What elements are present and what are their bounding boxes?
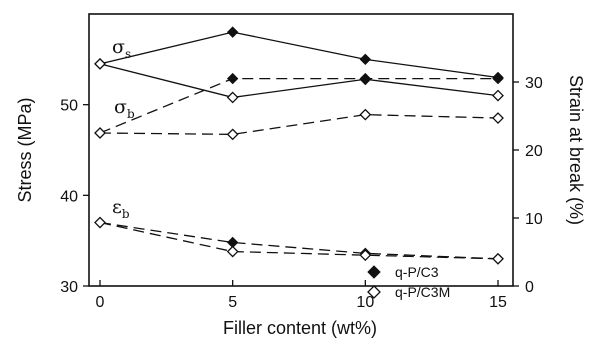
x-axis-label: Filler content (wt%) — [223, 318, 377, 338]
axes — [88, 13, 514, 287]
y-right-tick-label: 10 — [525, 211, 543, 228]
series-line--s-q-p-c3 — [99, 31, 499, 79]
legend-marker-filled-diamond — [367, 265, 381, 279]
y-axis-left-label: Stress (MPa) — [15, 97, 35, 202]
y-right-tick-label: 20 — [525, 143, 543, 160]
annotation-sigma-s: σs — [112, 36, 131, 61]
y-right-tick-label: 0 — [525, 279, 534, 296]
data-point--s-q-p-c3m — [94, 57, 106, 70]
data-point--b-q-p-c3 — [359, 72, 372, 85]
series-line--s-q-p-c3m — [99, 63, 499, 99]
x-tick-label: 15 — [489, 294, 507, 311]
data-point--s-q-p-c3m — [492, 89, 504, 102]
data-point--b-q-p-c3m — [94, 216, 106, 229]
data-point--s-q-p-c3 — [226, 26, 239, 38]
series-markers — [94, 26, 504, 265]
annotation-symbol: σ — [112, 36, 125, 58]
annotation-subscript: b — [122, 207, 130, 221]
ticks: 0 5 10 15 30 40 50 0 10 20 30 — [60, 75, 543, 311]
y-axis-right-label: Strain at break (%) — [566, 75, 586, 225]
legend-label: q-P/C3M — [395, 284, 450, 300]
series-line--b-q-p-c3m — [99, 221, 499, 260]
annotation-symbol: σ — [114, 96, 127, 118]
data-point--b-q-p-c3m — [492, 252, 504, 265]
data-point--b-q-p-c3m — [359, 108, 372, 121]
series-lines — [99, 31, 499, 260]
series-line--b-q-p-c3m — [99, 113, 499, 136]
legend-marker-open-diamond — [367, 285, 381, 299]
x-tick-label: 5 — [228, 294, 237, 311]
series-line--b-q-p-c3 — [99, 221, 499, 260]
data-point--b-q-p-c3m — [492, 112, 504, 124]
data-point--s-q-p-c3 — [359, 53, 372, 66]
annotation-epsilon-b: εb — [112, 196, 130, 221]
x-tick-label: 10 — [356, 294, 374, 311]
y-left-tick-label: 30 — [60, 279, 78, 296]
y-right-tick-label: 30 — [525, 75, 543, 92]
data-point--b-q-p-c3m — [359, 249, 372, 262]
annotation-symbol: ε — [112, 196, 122, 218]
data-point--b-q-p-c3 — [226, 72, 239, 85]
legend: q-P/C3 q-P/C3M — [367, 264, 450, 300]
data-point--b-q-p-c3m — [226, 128, 239, 141]
data-point--s-q-p-c3m — [226, 91, 239, 104]
series-line--b-q-p-c3 — [99, 77, 498, 134]
data-point--b-q-p-c3m — [94, 127, 106, 139]
annotation-subscript: s — [125, 47, 131, 61]
annotation-sigma-b: σb — [114, 96, 135, 121]
legend-label: q-P/C3 — [395, 264, 439, 280]
y-left-tick-label: 40 — [60, 188, 78, 205]
y-left-tick-label: 50 — [60, 98, 78, 115]
data-point--b-q-p-c3m — [226, 245, 239, 258]
annotation-subscript: b — [127, 107, 135, 121]
x-tick-label: 0 — [96, 294, 105, 311]
plot-area-frame — [88, 13, 514, 287]
data-point--b-q-p-c3 — [492, 72, 504, 85]
